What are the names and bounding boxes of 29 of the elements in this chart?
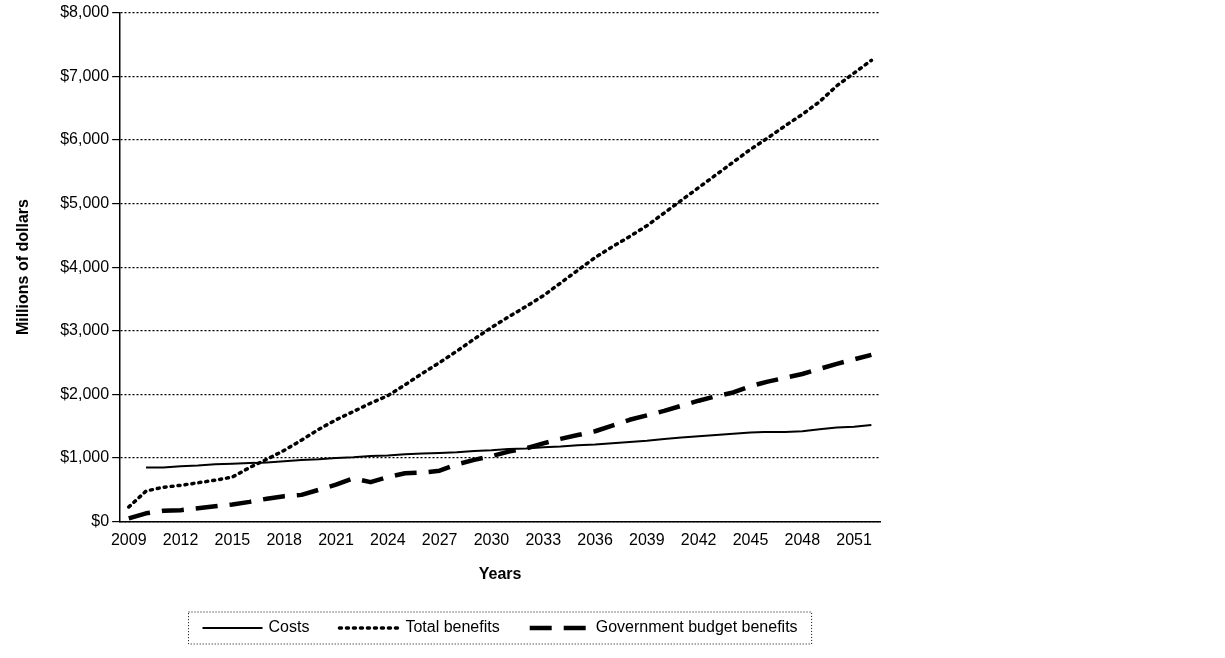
x-tick-label: 2039: [629, 530, 665, 548]
x-axis-title: Years: [478, 564, 522, 582]
x-tick-label: 2009: [110, 530, 147, 548]
x-tick-label: 2048: [784, 530, 821, 548]
y-tick-label: $6,000: [60, 130, 110, 148]
x-tick-label: 2027: [421, 530, 458, 548]
y-tick-label: $3,000: [60, 321, 110, 339]
x-tick-label: 2021: [318, 530, 354, 548]
y-tick-label: $1,000: [60, 448, 110, 466]
y-tick-label: $0: [91, 512, 110, 530]
x-tick-label: 2012: [162, 530, 199, 548]
y-tick-label: $5,000: [60, 193, 110, 211]
x-tick-label: 2018: [266, 530, 303, 548]
x-tick-label: 2030: [473, 530, 510, 548]
x-tick-label: 2036: [577, 530, 613, 548]
x-tick-label: 2024: [370, 530, 406, 548]
x-tick-label: 2045: [732, 530, 769, 548]
x-tick-label: 2015: [214, 530, 251, 548]
y-tick-label: $7,000: [60, 66, 110, 84]
legend-label: Total benefits: [405, 618, 500, 636]
y-tick-label: $2,000: [60, 384, 110, 402]
x-tick-label: 2033: [525, 530, 562, 548]
legend-label: Government budget benefits: [595, 618, 798, 636]
x-tick-label: 2042: [680, 530, 717, 548]
y-tick-label: $4,000: [60, 257, 110, 275]
y-axis-title: Millions of dollars: [14, 199, 32, 336]
x-tick-label: 2051: [836, 530, 872, 548]
y-tick-label: $8,000: [60, 3, 110, 21]
legend-label: Costs: [268, 618, 310, 636]
